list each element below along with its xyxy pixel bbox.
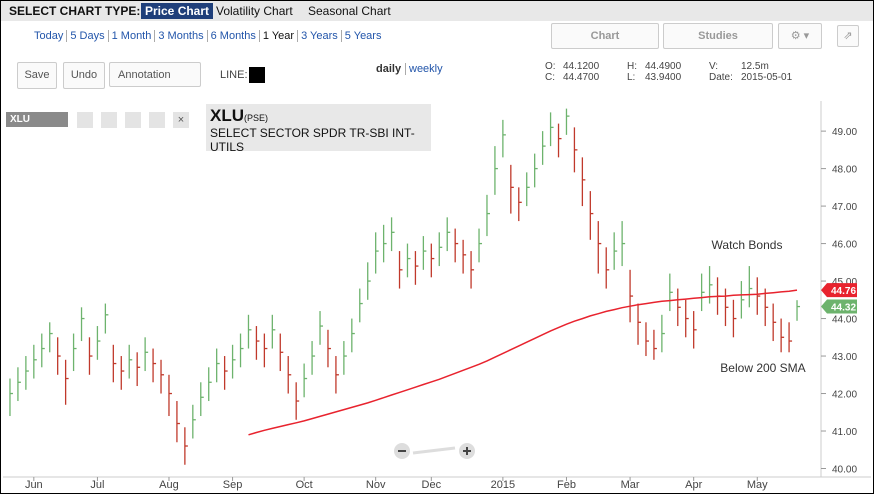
label: SELECT CHART TYPE: <box>9 4 141 18</box>
quote-label: L: <box>627 72 636 83</box>
last-value-label: 44.76 <box>831 286 856 297</box>
quote-value: 44.4900 <box>645 61 682 72</box>
range-link[interactable]: Today <box>34 30 64 42</box>
range-link[interactable]: 3 Months <box>154 30 206 42</box>
chart-type-bar: SELECT CHART TYPE: Price Chart Volatilit… <box>1 1 873 21</box>
x-tick-label: Mar <box>621 479 640 491</box>
x-tick-label: Aug <box>159 479 179 491</box>
quote-label: Date: <box>709 72 733 83</box>
x-tick-label: Jul <box>90 479 104 491</box>
range-link[interactable]: 6 Months <box>206 30 259 42</box>
last-value-tag <box>821 283 857 298</box>
undo-button[interactable]: Undo <box>63 62 105 89</box>
chart-menu[interactable]: Chart <box>551 23 659 49</box>
x-tick-label: Jun <box>25 479 43 491</box>
sma-line <box>248 289 798 436</box>
settings-menu[interactable]: ⚙ ▾ <box>778 23 822 49</box>
quote-label: H: <box>627 61 637 72</box>
zoom-slider[interactable] <box>412 446 456 455</box>
y-tick-label: 45.00 <box>832 277 857 288</box>
expand-button[interactable]: ⇗ <box>837 25 859 47</box>
y-tick-label: 48.00 <box>832 165 857 176</box>
range-links: Today 5 Days 1 Month 3 Months 6 Months 1… <box>31 30 384 42</box>
x-tick-label: Feb <box>557 479 576 491</box>
tool-icon[interactable] <box>101 112 117 128</box>
quote-value: 44.1200 <box>563 61 600 72</box>
symbol-tag[interactable]: XLU <box>6 112 68 127</box>
save-button[interactable]: Save <box>17 62 57 89</box>
x-tick-label: Apr <box>685 479 702 491</box>
quote-value: 43.9400 <box>645 72 682 83</box>
security-name: SELECT SECTOR SPDR TR-SBI INT-UTILS <box>210 126 415 154</box>
range-link[interactable]: 1 Month <box>107 30 155 42</box>
frequency-link[interactable]: daily <box>376 63 402 75</box>
y-tick-label: 42.00 <box>832 390 857 401</box>
label: Annotation <box>118 69 171 81</box>
x-tick-label: Oct <box>296 479 313 491</box>
y-tick-label: 43.00 <box>832 352 857 363</box>
y-tick-label: 41.00 <box>832 427 857 438</box>
quote-value: 2015-05-01 <box>741 72 793 83</box>
quote-value: 12.5m <box>741 61 769 72</box>
y-tick-label: 47.00 <box>832 202 857 213</box>
close-icon[interactable]: × <box>173 112 189 128</box>
y-tick-label: 49.00 <box>832 127 857 138</box>
tab[interactable]: Volatility Chart <box>216 4 293 18</box>
x-tick-label: Sep <box>223 479 243 491</box>
symbol-box: XLU(PSE) SELECT SECTOR SPDR TR-SBI INT-U… <box>206 104 431 154</box>
range-link[interactable]: 3 Years <box>297 30 341 42</box>
annotation-menu[interactable]: Annotation <box>109 62 201 87</box>
tab[interactable]: Price Chart <box>141 3 214 19</box>
range-link[interactable]: 5 Days <box>66 30 107 42</box>
exchange: (PSE) <box>244 113 269 123</box>
range-link[interactable]: 1 Year <box>258 30 297 42</box>
x-tick-label: May <box>747 479 768 491</box>
line-label: LINE: <box>220 69 248 81</box>
label: XLU <box>10 114 30 125</box>
zoom-control[interactable] <box>394 443 475 459</box>
tab[interactable]: Seasonal Chart <box>308 4 391 18</box>
x-tick-label: Nov <box>366 479 386 491</box>
frequency-link[interactable]: weekly <box>405 63 443 75</box>
line-color-swatch[interactable] <box>249 67 265 83</box>
label: Chart <box>590 30 620 42</box>
label: Save <box>24 69 50 81</box>
x-tick-label: Dec <box>422 479 442 491</box>
quote-label: C: <box>545 72 555 83</box>
range-link[interactable]: 5 Years <box>340 30 385 42</box>
y-tick-label: 44.00 <box>832 315 857 326</box>
quote-label: V: <box>709 61 719 72</box>
label: Undo <box>70 69 98 81</box>
last-value-label: 44.32 <box>831 303 856 314</box>
label: Studies <box>698 30 738 42</box>
annotation: Below 200 SMA <box>720 361 805 375</box>
tool-icon[interactable] <box>125 112 141 128</box>
quote-value: 44.4700 <box>563 72 600 83</box>
last-value-tag <box>821 299 857 314</box>
tool-icon[interactable] <box>149 112 165 128</box>
x-tick-label: 2015 <box>491 479 515 491</box>
tool-icon[interactable] <box>77 112 93 128</box>
studies-menu[interactable]: Studies <box>663 23 773 49</box>
y-tick-label: 40.00 <box>832 465 857 476</box>
quote-label: O: <box>545 61 556 72</box>
annotation: Watch Bonds <box>712 238 783 252</box>
y-tick-label: 46.00 <box>832 240 857 251</box>
ticker: XLU <box>210 106 244 125</box>
